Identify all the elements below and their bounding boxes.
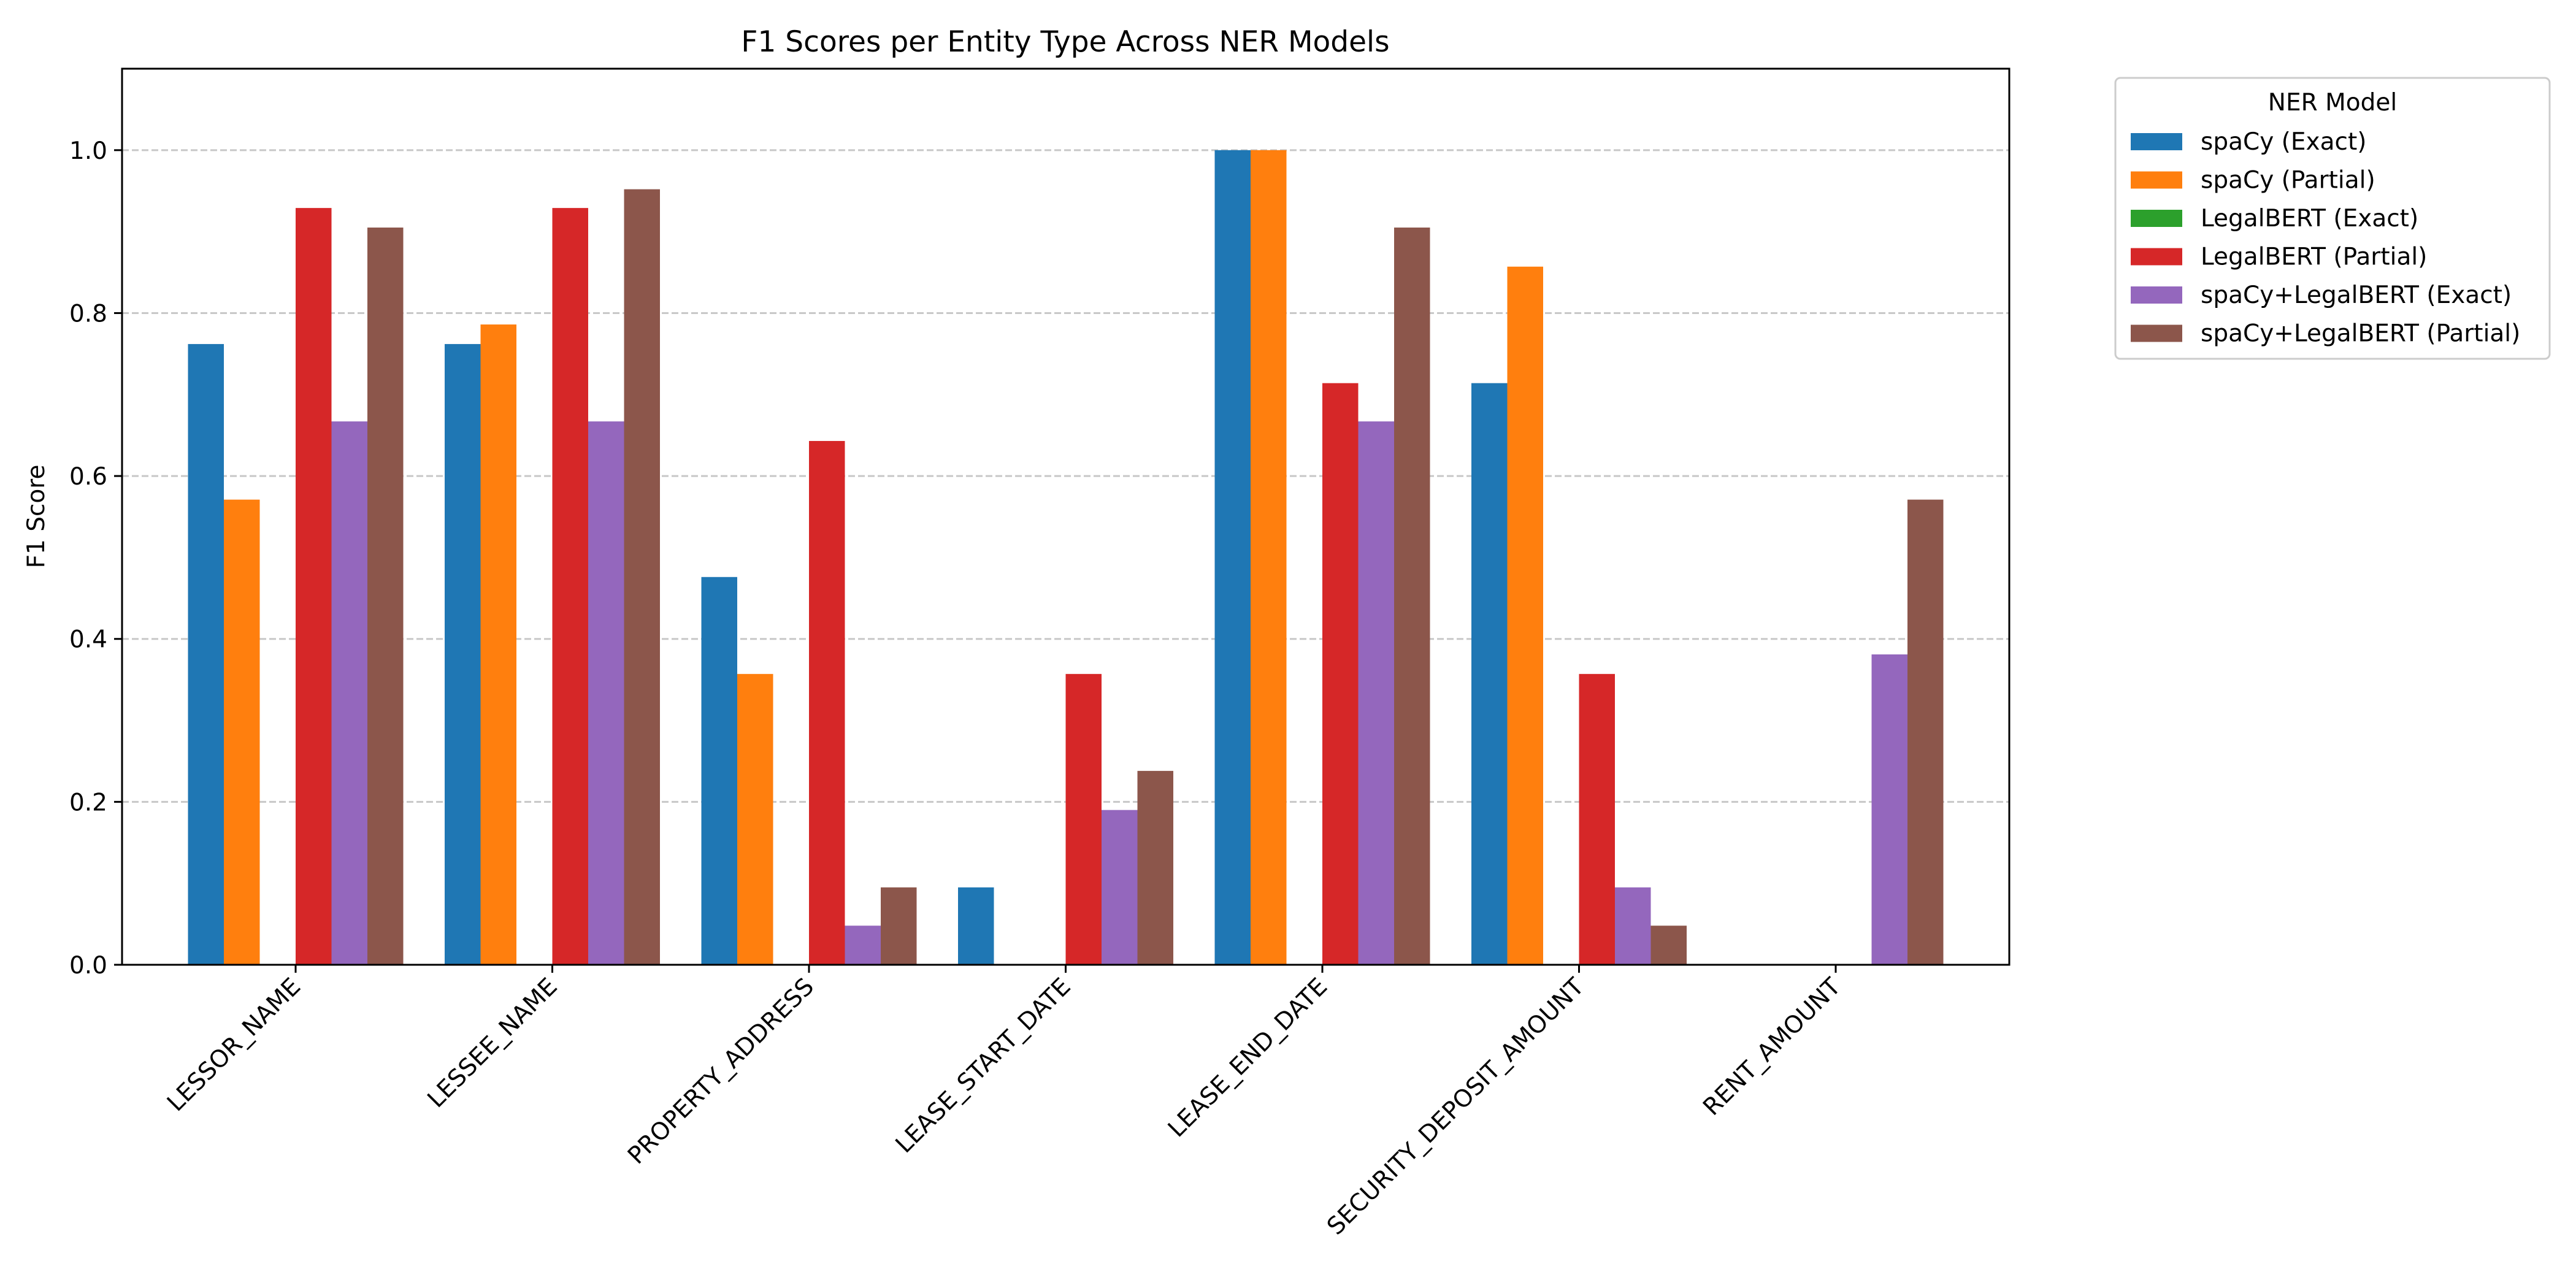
x-tick-label: LESSOR_NAME <box>162 973 306 1117</box>
bar <box>1507 266 1543 965</box>
bar <box>224 499 260 965</box>
x-tick-label: LEASE_END_DATE <box>1163 973 1333 1143</box>
y-tick-label: 0.4 <box>69 626 107 654</box>
legend-label: spaCy (Partial) <box>2201 167 2375 194</box>
legend-swatch <box>2131 171 2182 189</box>
x-tick-label: LESSEE_NAME <box>423 973 563 1113</box>
legend-swatch <box>2131 286 2182 304</box>
bar <box>737 673 773 965</box>
y-axis-label: F1 Score <box>23 465 50 569</box>
bar <box>1102 810 1138 965</box>
bar <box>331 421 367 965</box>
y-tick-label: 1.0 <box>69 137 107 165</box>
bar <box>1471 383 1508 965</box>
bar <box>1394 227 1430 965</box>
bar <box>701 577 737 965</box>
legend: NER Model spaCy (Exact) spaCy (Partial) Le… <box>2114 77 2551 360</box>
legend-label: spaCy+LegalBERT (Exact) <box>2201 282 2512 309</box>
x-tick-label: SECURITY_DEPOSIT_AMOUNT <box>1322 973 1589 1240</box>
legend-swatch <box>2131 133 2182 150</box>
legend-swatch <box>2131 324 2182 342</box>
bar <box>480 324 516 965</box>
legend-label: LegalBERT (Exact) <box>2201 205 2418 232</box>
bar <box>1358 421 1394 965</box>
bar <box>1251 150 1287 965</box>
y-tick-label: 0.6 <box>69 463 107 491</box>
y-tick-label: 0.2 <box>69 789 107 816</box>
bar <box>1871 654 1907 965</box>
bar <box>809 440 845 965</box>
legend-title: NER Model <box>2268 89 2397 117</box>
bar <box>845 926 881 965</box>
bar <box>367 227 404 965</box>
bar <box>1615 887 1651 965</box>
legend-swatch <box>2131 248 2182 266</box>
bar <box>188 343 224 965</box>
y-tick-label: 0.8 <box>69 300 107 328</box>
bar <box>1907 499 1944 965</box>
x-tick-label: PROPERTY_ADDRESS <box>623 973 819 1170</box>
legend-frame <box>2114 77 2551 360</box>
x-axis: LESSOR_NAME LESSEE_NAME PROPERTY_ADDRESS LE… <box>162 965 1846 1241</box>
legend-label: spaCy (Exact) <box>2201 128 2366 156</box>
legend-label: spaCy+LegalBERT (Partial) <box>2201 320 2520 348</box>
bar <box>624 189 660 965</box>
bar <box>958 887 994 965</box>
bar <box>1065 673 1102 965</box>
gridlines <box>122 149 2009 803</box>
bar <box>1214 150 1251 965</box>
bar <box>1137 770 1173 965</box>
bar <box>881 887 917 965</box>
chart-title: F1 Scores per Entity Type Across NER Mod… <box>741 25 1389 59</box>
legend-label: LegalBERT (Partial) <box>2201 243 2427 271</box>
x-tick-label: LEASE_START_DATE <box>891 973 1076 1159</box>
bar <box>588 421 624 965</box>
bar <box>1322 383 1359 965</box>
y-tick-label: 0.0 <box>69 952 107 979</box>
x-tick-label: RENT_AMOUNT <box>1698 973 1846 1121</box>
bar <box>552 208 588 965</box>
bar <box>1579 673 1615 965</box>
bar <box>1650 926 1687 965</box>
bars <box>188 150 1944 965</box>
bar <box>296 208 332 965</box>
legend-swatch <box>2131 210 2182 227</box>
bar <box>445 343 481 965</box>
y-axis: 0.0 0.2 0.4 0.6 0.8 1.0 <box>69 137 122 979</box>
